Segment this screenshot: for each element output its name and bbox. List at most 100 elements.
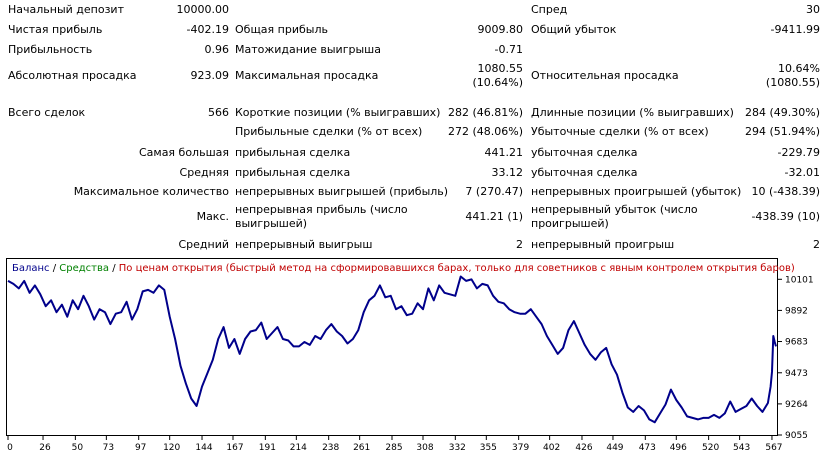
stat-value: (10.64%) — [472, 76, 523, 89]
stat-value: (1080.55) — [765, 76, 820, 89]
x-tick-label: 0 — [7, 443, 13, 453]
stat-label: убыточная сделка — [531, 166, 638, 179]
stat-label: Убыточные сделки (% от всех) — [531, 125, 709, 138]
stat-label: Короткие позиции (% выигравших) — [235, 106, 441, 119]
stat-value: 282 (46.81%) — [447, 106, 523, 119]
stat-label: выигрышей) — [235, 217, 308, 230]
x-tick-label: 449 — [606, 443, 623, 453]
stat-label: проигрышей) — [531, 217, 609, 230]
stat-value: 10.64% — [778, 62, 820, 75]
y-tick-label: 9264 — [785, 400, 808, 410]
stat-label: Длинные позиции (% выигравших) — [531, 106, 734, 119]
stat-label: убыточная сделка — [531, 146, 638, 159]
stat-value: 2 — [516, 238, 523, 251]
x-tick-label: 214 — [290, 443, 307, 453]
chart-legend: Баланс / Средства / По ценам открытия (б… — [12, 262, 795, 275]
stat-value: -438.39 (10) — [751, 210, 820, 223]
x-tick-label: 261 — [353, 443, 370, 453]
stat-label: непрерывная прибыль (число — [235, 203, 408, 216]
x-tick-label: 97 — [135, 443, 146, 453]
stat-label: непрерывный проигрыш — [531, 238, 675, 251]
x-tick-label: 285 — [385, 443, 402, 453]
stat-value: -229.79 — [777, 146, 820, 159]
y-tick-label: 9055 — [785, 431, 808, 441]
stat-label: Прибыльность — [8, 43, 93, 56]
x-tick-label: 332 — [449, 443, 466, 453]
stat-value: Средний — [178, 238, 229, 251]
stat-value: 441.21 (1) — [465, 210, 523, 223]
x-tick-label: 308 — [416, 443, 433, 453]
legend-separator: / — [109, 263, 119, 274]
report-statistics: Начальный депозит 10000.00 Спред 30 Чистая п… — [8, 3, 820, 251]
stat-value: -32.01 — [784, 166, 820, 179]
stat-value: Самая большая — [138, 146, 229, 159]
x-tick-label: 473 — [639, 443, 656, 453]
stat-label: непрерывный выигрыш — [235, 238, 373, 251]
x-tick-label: 73 — [103, 443, 114, 453]
x-tick-label: 238 — [322, 443, 339, 453]
stat-label: непрерывных выигрышей (прибыль) — [235, 185, 449, 198]
stat-value: 9009.80 — [477, 23, 524, 36]
stat-value: -402.19 — [186, 23, 229, 36]
stat-value: Макс. — [196, 210, 229, 223]
stat-value: 294 (51.94%) — [744, 125, 820, 138]
stat-value: Максимальное количество — [73, 185, 229, 198]
stat-label: прибыльная сделка — [235, 146, 351, 159]
y-tick-label: 9892 — [785, 306, 808, 316]
stat-label: непрерывный убыток (число — [531, 203, 698, 216]
legend-separator: / — [49, 263, 60, 274]
stat-label: Всего сделок — [8, 106, 86, 119]
x-tick-label: 496 — [670, 443, 687, 453]
stat-value: 0.96 — [204, 43, 230, 56]
stat-value: 10000.00 — [176, 3, 230, 16]
stat-value: 272 (48.06%) — [447, 125, 523, 138]
y-tick-label: 10101 — [785, 275, 814, 285]
balance-line — [7, 275, 777, 424]
stat-label: Прибыльные сделки (% от всех) — [235, 125, 423, 138]
stat-value: Средняя — [179, 166, 229, 179]
stat-value: -9411.99 — [770, 23, 820, 36]
stat-label: Относительная просадка — [531, 69, 679, 82]
stat-label: Чистая прибыль — [8, 23, 103, 36]
stat-value: 1080.55 — [477, 62, 524, 75]
x-tick-label: 191 — [259, 443, 276, 453]
legend-balance: Баланс — [12, 263, 50, 274]
legend-test-mode: По ценам открытия (быстрый метод на сфор… — [118, 263, 795, 274]
stat-label: Общая прибыль — [235, 23, 328, 36]
x-tick-label: 167 — [226, 443, 243, 453]
x-tick-label: 144 — [195, 443, 212, 453]
x-tick-label: 543 — [733, 443, 750, 453]
x-tick-label: 120 — [163, 443, 180, 453]
x-tick-label: 567 — [765, 443, 782, 453]
stat-value: 33.12 — [491, 166, 524, 179]
stat-label: Абсолютная просадка — [8, 69, 137, 82]
stat-value: 30 — [806, 3, 820, 16]
stat-label: непрерывных проигрышей (убыток) — [531, 185, 742, 198]
stat-label: Общий убыток — [531, 23, 617, 36]
y-tick-label: 9473 — [785, 369, 808, 379]
stat-label: Матожидание выигрыша — [235, 43, 381, 56]
x-tick-label: 379 — [512, 443, 529, 453]
stat-label: Спред — [531, 3, 568, 16]
stat-value: 2 — [813, 238, 820, 251]
x-tick-label: 402 — [543, 443, 560, 453]
stat-label: Максимальная просадка — [235, 69, 379, 82]
stat-label: прибыльная сделка — [235, 166, 351, 179]
x-tick-label: 26 — [39, 443, 51, 453]
legend-equity: Средства — [59, 263, 110, 274]
stat-value: 284 (49.30%) — [744, 106, 820, 119]
stat-value: -0.71 — [494, 43, 523, 56]
stat-value: 566 — [208, 106, 229, 119]
stat-value: 441.21 — [484, 146, 524, 159]
balance-chart-frame — [6, 258, 778, 436]
x-tick-label: 355 — [480, 443, 497, 453]
stat-value: 923.09 — [190, 69, 230, 82]
x-tick-label: 520 — [702, 443, 719, 453]
x-tick-label: 426 — [575, 443, 592, 453]
stat-label: Начальный депозит — [8, 3, 124, 16]
stat-value: 7 (270.47) — [465, 185, 523, 198]
x-tick-label: 50 — [72, 443, 84, 453]
y-tick-label: 9683 — [785, 338, 808, 348]
stat-value: 10 (-438.39) — [751, 185, 820, 198]
